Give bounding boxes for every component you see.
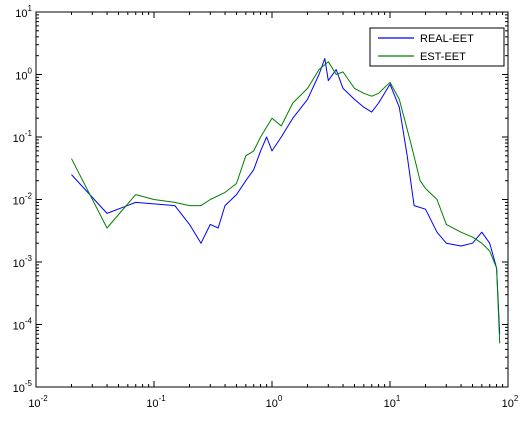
x-tick-label: 10-1 (146, 394, 166, 410)
series-layer (71, 58, 501, 344)
x-tick-label: 102 (502, 394, 519, 410)
legend-label-est-eet: EST-EET (420, 51, 466, 63)
legend-box (369, 27, 505, 67)
y-tick-label: 10-4 (13, 317, 33, 333)
y-tick-labels: 10-5 10-4 10-3 10-2 10-1 100 101 (13, 4, 33, 395)
y-tick-label: 101 (15, 4, 32, 20)
y-tick-label: 10-3 (13, 254, 33, 270)
y-tick-label: 10-5 (13, 379, 33, 395)
y-tick-label: 10-1 (13, 129, 33, 145)
x-tick-label: 100 (266, 394, 283, 410)
y-tick-label: 100 (15, 67, 32, 83)
series-line-real-eet (71, 58, 501, 335)
plot-background (36, 12, 508, 387)
x-tick-label: 101 (384, 394, 401, 410)
series-line-est-eet (71, 61, 501, 344)
y-tick-label: 10-2 (13, 192, 33, 208)
x-tick-label: 10-2 (28, 394, 48, 410)
plot-frame (35, 11, 509, 388)
legend: REAL-EET EST-EET (369, 27, 505, 67)
legend-label-real-eet: REAL-EET (420, 33, 474, 45)
x-tick-labels: 10-2 10-1 100 101 102 (28, 394, 519, 410)
